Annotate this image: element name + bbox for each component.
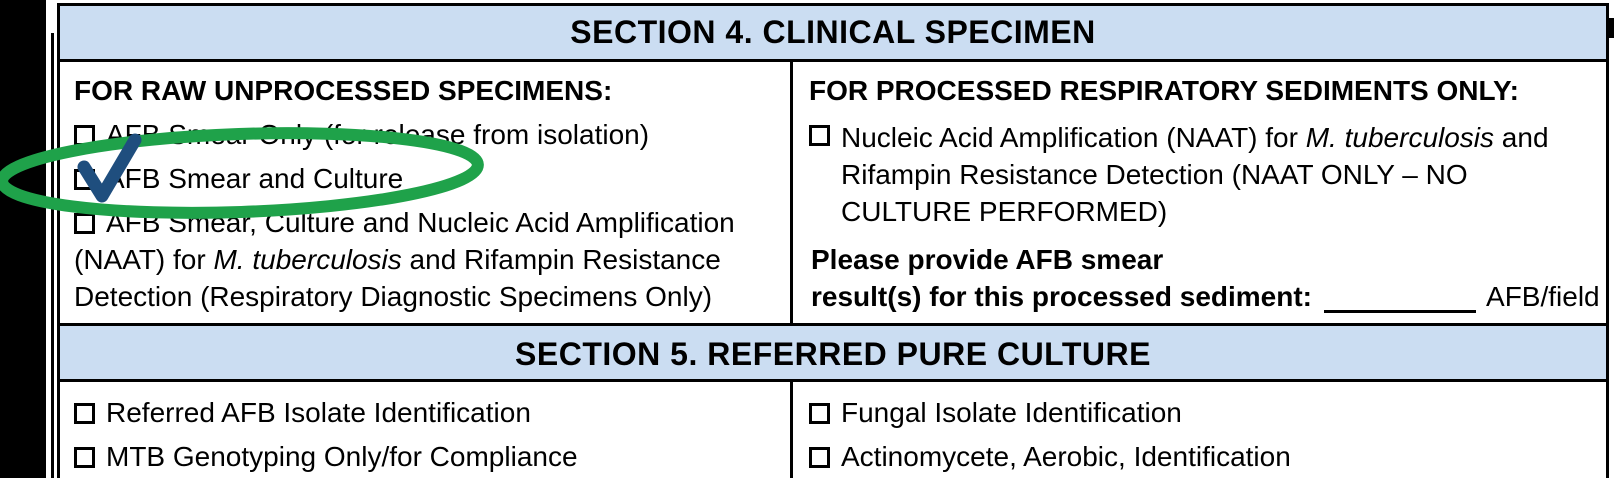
option-naat-label-post: and Rifampin Resistance Detection (Respi… <box>74 244 721 312</box>
checkbox-mtb-genotyping[interactable] <box>74 447 95 468</box>
option-afb-smear-only: AFB Smear Only (for release from isolati… <box>74 116 778 153</box>
checkbox-referred-afb-isolate[interactable] <box>74 403 95 424</box>
option-referred-afb-isolate: Referred AFB Isolate Identification <box>74 394 778 431</box>
option-naat-only-italic: M. tuberculosis <box>1305 122 1495 153</box>
checkbox-naat-only[interactable] <box>809 125 830 146</box>
referred-culture-left-cell: Referred AFB Isolate Identification MTB … <box>60 382 793 478</box>
option-mtb-genotyping: MTB Genotyping Only/for Compliance <box>74 438 778 475</box>
option-naat-only-post: and Rifampin Resistance Detection (NAAT … <box>841 122 1549 227</box>
section5-row: Referred AFB Isolate Identification MTB … <box>60 382 1606 478</box>
checkbox-afb-smear-only[interactable] <box>74 125 95 146</box>
afb-smear-prompt-line1: Please provide AFB smear <box>811 244 1164 275</box>
option-naat-label-italic: M. tuberculosis <box>213 244 402 275</box>
section4-header-banner: SECTION 4. CLINICAL SPECIMEN <box>60 6 1606 62</box>
page-edge-notch <box>1609 18 1614 38</box>
checkbox-fungal-isolate[interactable] <box>809 403 830 424</box>
raw-unprocessed-cell: FOR RAW UNPROCESSED SPECIMENS: AFB Smear… <box>60 62 793 323</box>
raw-unprocessed-header: FOR RAW UNPROCESSED SPECIMENS: <box>74 75 613 106</box>
option-afb-smear-culture-naat: AFB Smear, Culture and Nucleic Acid Ampl… <box>74 204 778 315</box>
checkbox-afb-smear-and-culture[interactable] <box>74 169 95 190</box>
left-vertical-rule <box>51 33 54 478</box>
option-afb-smear-and-culture: AFB Smear and Culture <box>74 160 778 197</box>
clinical-specimen-form-table: SECTION 4. CLINICAL SPECIMEN FOR RAW UNP… <box>57 3 1609 478</box>
afb-smear-prompt-line2: result(s) for this processed sediment: A… <box>811 278 1600 315</box>
option-fungal-isolate: Fungal Isolate Identification <box>809 394 1592 431</box>
section5-title: SECTION 5. REFERRED PURE CULTURE <box>515 336 1151 372</box>
section4-title: SECTION 4. CLINICAL SPECIMEN <box>570 14 1096 50</box>
option-mtb-genotyping-label: MTB Genotyping Only/for Compliance <box>106 441 578 472</box>
option-afb-smear-only-label: AFB Smear Only (for release from isolati… <box>106 119 650 150</box>
checkbox-actinomycete[interactable] <box>809 447 830 468</box>
page-edge-black-strip <box>0 0 46 478</box>
afb-smear-prompt-line2-text: result(s) for this processed sediment: <box>811 281 1313 312</box>
option-naat-only: Nucleic Acid Amplification (NAAT) for M.… <box>809 119 1600 230</box>
option-actinomycete: Actinomycete, Aerobic, Identification <box>809 438 1592 475</box>
section5-header-banner: SECTION 5. REFERRED PURE CULTURE <box>60 323 1606 382</box>
referred-culture-right-cell: Fungal Isolate Identification Actinomyce… <box>793 382 1606 478</box>
option-naat-only-label: Nucleic Acid Amplification (NAAT) for M.… <box>841 119 1600 230</box>
afb-smear-prompt: Please provide AFB smear result(s) for t… <box>809 241 1600 315</box>
afb-field-unit-label: AFB/field <box>1486 281 1600 312</box>
option-fungal-isolate-label: Fungal Isolate Identification <box>841 397 1182 428</box>
checkbox-afb-smear-culture-naat[interactable] <box>74 213 95 234</box>
option-referred-afb-isolate-label: Referred AFB Isolate Identification <box>106 397 531 428</box>
afb-result-input-blank[interactable] <box>1324 281 1477 313</box>
processed-sediments-cell: FOR PROCESSED RESPIRATORY SEDIMENTS ONLY… <box>793 62 1614 323</box>
option-afb-smear-and-culture-label: AFB Smear and Culture <box>106 163 404 194</box>
option-naat-only-pre: Nucleic Acid Amplification (NAAT) for <box>841 122 1306 153</box>
section4-row: FOR RAW UNPROCESSED SPECIMENS: AFB Smear… <box>60 62 1606 323</box>
option-actinomycete-label: Actinomycete, Aerobic, Identification <box>841 441 1291 472</box>
processed-sediments-header: FOR PROCESSED RESPIRATORY SEDIMENTS ONLY… <box>809 75 1519 106</box>
